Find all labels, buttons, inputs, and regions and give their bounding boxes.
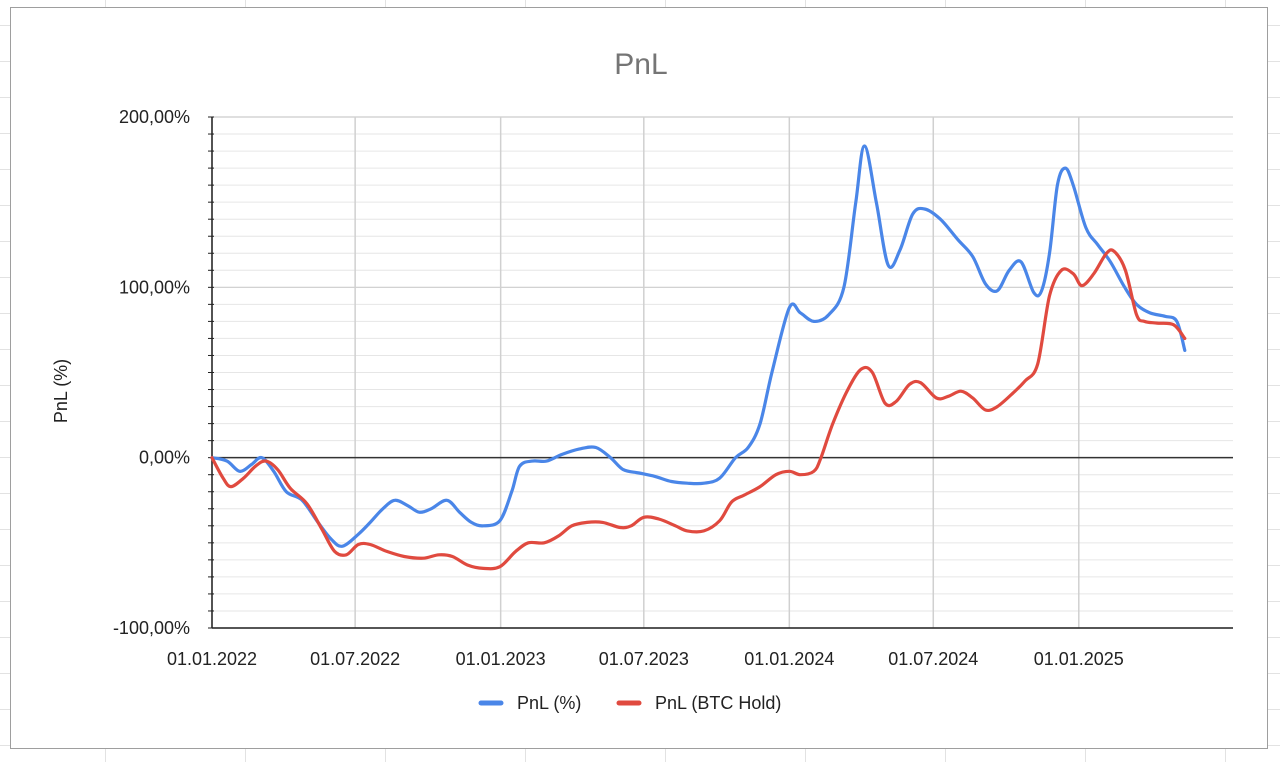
axes <box>208 116 1233 629</box>
x-tick-label: 01.01.2022 <box>167 649 257 669</box>
x-tick-label: 01.01.2024 <box>744 649 834 669</box>
pnl-line-chart: PnL PnL (%) 200,00% 100,00% 0,00% -100,00% 0… <box>51 48 1233 713</box>
legend-label: PnL (BTC Hold) <box>655 693 781 713</box>
y-tick-label: 200,00% <box>119 107 190 127</box>
x-tick-label: 01.01.2023 <box>456 649 546 669</box>
y-tick-label: 100,00% <box>119 277 190 297</box>
gridlines <box>211 116 1233 629</box>
series-line-pnl-btc-hold <box>210 248 1187 571</box>
x-tick-label: 01.01.2025 <box>1034 649 1124 669</box>
x-tick-label: 01.07.2024 <box>888 649 978 669</box>
y-tick-label: 0,00% <box>139 448 190 468</box>
chart-title: PnL <box>614 48 667 81</box>
series-line-pnl-percent <box>210 144 1187 548</box>
series-lines <box>210 144 1187 571</box>
chart-container[interactable]: PnL PnL (%) 200,00% 100,00% 0,00% -100,00% 0… <box>10 7 1268 749</box>
tick-labels: 200,00% 100,00% 0,00% -100,00% 01.01.2022 01.… <box>113 107 1124 669</box>
legend: PnL (%) PnL (BTC Hold) <box>478 693 781 713</box>
x-tick-label: 01.07.2023 <box>599 649 689 669</box>
x-tick-label: 01.07.2022 <box>310 649 400 669</box>
y-tick-label: -100,00% <box>113 618 190 638</box>
legend-label: PnL (%) <box>517 693 581 713</box>
y-axis-label: PnL (%) <box>51 359 71 423</box>
